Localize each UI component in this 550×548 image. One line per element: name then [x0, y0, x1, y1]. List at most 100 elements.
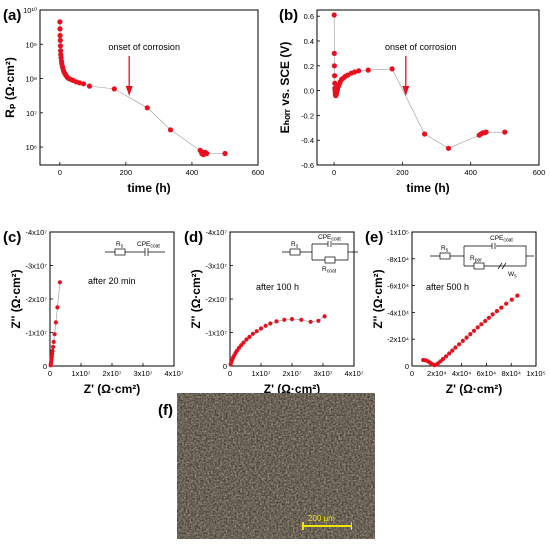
- data-point: [504, 301, 509, 306]
- circuit-label-sub: s: [121, 244, 124, 250]
- micrograph-texture: [177, 393, 375, 539]
- x-tick-label: 1x10⁷: [72, 369, 91, 378]
- x-tick-label: 0: [228, 369, 232, 378]
- circuit-label-sub: s: [296, 244, 299, 250]
- circuit-label-main: CPE: [490, 235, 504, 242]
- y-tick-label: -1x10⁷: [26, 329, 48, 338]
- x-tick-label: 0: [58, 168, 62, 177]
- data-point: [167, 127, 174, 133]
- y-tick-label: 10⁸: [25, 75, 37, 84]
- x-axis-title: Z' (Ω·cm²): [446, 382, 502, 396]
- y-tick-label: -1x10⁷: [206, 329, 228, 338]
- data-point: [51, 339, 56, 344]
- data-point: [241, 340, 246, 345]
- data-point: [483, 129, 489, 135]
- data-point: [457, 342, 462, 347]
- x-tick-label: 0: [410, 369, 414, 378]
- data-point: [445, 145, 452, 151]
- data-point: [479, 322, 484, 327]
- circuit-warburg: [497, 262, 503, 270]
- data-point: [422, 131, 428, 137]
- x-tick-label: 3x10⁷: [134, 369, 153, 378]
- data-point: [86, 83, 93, 89]
- x-axis-title: time (h): [406, 181, 449, 195]
- panel-letter-b: (b): [279, 7, 298, 24]
- scale-bar: [302, 522, 352, 530]
- data-point: [502, 129, 508, 135]
- data-point: [389, 66, 395, 72]
- y-tick-label: -6x10⁴: [387, 282, 409, 291]
- data-point: [486, 315, 491, 320]
- circuit-label: CPEcoat: [318, 234, 341, 243]
- circuit-label-sub: coat: [150, 244, 160, 250]
- circuit-cpe-gap: [145, 248, 148, 256]
- circuit-label-main: R: [470, 255, 475, 262]
- circuit-resistor: [289, 248, 301, 256]
- data-point: [250, 331, 255, 336]
- data-point: [274, 319, 279, 324]
- annotation-arrow-head: [402, 86, 410, 96]
- circuit-label-main: CPE: [137, 241, 151, 248]
- data-point: [263, 323, 268, 328]
- x-tick-label: 400: [186, 168, 199, 177]
- y-tick-label: -3x10⁷: [26, 262, 48, 271]
- y-tick-label: 0.2: [304, 62, 314, 71]
- series-line: [423, 295, 518, 366]
- x-tick-label: 4x10⁷: [345, 369, 364, 378]
- data-point: [57, 19, 63, 25]
- x-tick-label: 400: [464, 168, 477, 177]
- panel-letter-d: (d): [184, 229, 203, 246]
- data-point: [247, 334, 252, 339]
- circuit-label-main: R: [441, 245, 446, 252]
- circuit-label: Rpor: [470, 255, 482, 264]
- x-tick-label: 2x10⁷: [103, 369, 122, 378]
- y-tick-label: -4x10⁴: [387, 308, 409, 317]
- data-point: [352, 69, 358, 75]
- y-axis-title: Z'' (Ω·cm²): [189, 269, 203, 328]
- x-tick-label: 4x10⁷: [165, 369, 184, 378]
- data-point: [332, 73, 338, 79]
- circuit-warburg: [501, 262, 507, 270]
- data-point: [268, 321, 273, 326]
- data-point: [111, 86, 117, 92]
- chart-b: 0 200 400 600 -0.6 -0.4 -0.2 0.0 0.2 0.4 0.6 time (…: [278, 9, 545, 195]
- y-tick-label: -1x10⁵: [387, 228, 409, 237]
- data-point: [51, 344, 56, 349]
- annotation-time: after 500 h: [426, 282, 469, 292]
- circuit-label: CPEcoat: [137, 241, 160, 250]
- y-tick-label: 0: [43, 362, 47, 371]
- y-tick-label: 0: [223, 362, 227, 371]
- x-tick-label: 0: [48, 369, 52, 378]
- x-tick-label: 0: [332, 168, 336, 177]
- circuit-label-sub: coat: [331, 237, 341, 243]
- series-line: [333, 14, 505, 149]
- y-axis-title: Z'' (Ω·cm²): [9, 269, 23, 328]
- circuit-label-main: W: [508, 271, 515, 278]
- data-point: [509, 297, 514, 302]
- data-point: [299, 317, 304, 322]
- data-point: [483, 318, 488, 324]
- y-tick-label: -2x10⁷: [206, 295, 228, 304]
- circuit-label: Rcoat: [322, 266, 337, 275]
- circuit-cpe-gap: [492, 243, 496, 249]
- annotation-onset-of-corrosion: onset of corrosion: [108, 42, 180, 52]
- data-point: [475, 325, 480, 330]
- y-tick-label: 10⁷: [26, 109, 37, 118]
- circuit-label-main: R: [116, 241, 121, 248]
- y-tick-label: 10¹⁰: [23, 6, 37, 15]
- scale-bar-label: 200 μm: [308, 514, 335, 523]
- data-point: [52, 332, 57, 337]
- circuit-label-main: R: [291, 241, 296, 248]
- y-tick-label: -8x10⁴: [387, 255, 409, 264]
- panel-letter-e: (e): [365, 229, 383, 246]
- panel-letter-c: (c): [3, 229, 21, 246]
- data-point: [331, 12, 337, 18]
- data-point: [50, 348, 55, 353]
- y-tick-label: -2x10⁷: [26, 295, 48, 304]
- data-point: [365, 67, 371, 73]
- x-axis-title: Z' (Ω·cm²): [264, 382, 320, 396]
- x-tick-label: 1x10⁵: [526, 369, 545, 378]
- y-tick-label: 0.6: [304, 12, 314, 21]
- y-tick-label: 10⁶: [26, 143, 37, 152]
- circuit-label: Rs: [116, 241, 124, 250]
